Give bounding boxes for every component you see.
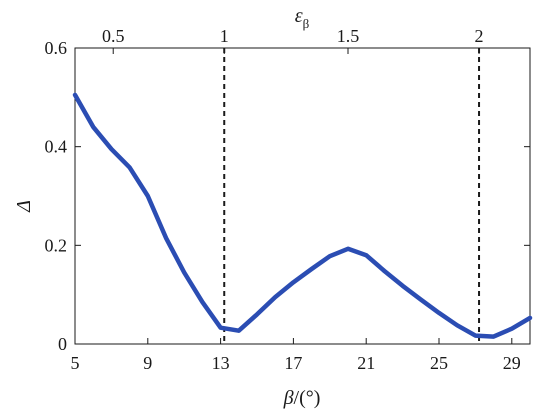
y-axis-ticks: 0 0.2 0.4 0.6 — [45, 38, 530, 354]
x-tick-label: 9 — [143, 353, 152, 373]
x-tick-label: 13 — [212, 353, 230, 373]
top-tick-label: 1 — [220, 26, 229, 46]
top-axis-label-symbol: ε — [295, 5, 303, 27]
x-axis-ticks: 5 9 13 17 21 25 29 — [71, 338, 521, 373]
y-tick-label: 0.2 — [45, 235, 68, 255]
series-line-0 — [72, 92, 533, 339]
top-axis-label: εβ — [295, 5, 310, 31]
top-tick-label: 0.5 — [102, 26, 125, 46]
x-axis-label-symbol: β — [283, 387, 294, 409]
y-tick-label: 0 — [58, 334, 67, 354]
y-tick-label: 0.6 — [45, 38, 68, 58]
y-axis-label: Δ — [13, 200, 35, 213]
x-tick-label: 21 — [357, 353, 375, 373]
top-axis-label-subscript: β — [303, 16, 310, 31]
x-tick-label: 17 — [284, 353, 302, 373]
x-axis-label: β/(°) — [283, 387, 321, 409]
x-axis-label-unit: /(°) — [294, 387, 321, 409]
top-axis-ticks: 0.5 1 1.5 2 — [102, 26, 484, 54]
reference-lines — [223, 48, 481, 344]
plot-frame — [74, 47, 531, 345]
x-tick-label: 5 — [71, 353, 80, 373]
y-tick-label: 0.4 — [45, 137, 68, 157]
top-tick-label: 1.5 — [337, 26, 360, 46]
series-layer — [72, 92, 533, 339]
x-tick-label: 25 — [430, 353, 448, 373]
top-tick-label: 2 — [475, 26, 484, 46]
x-tick-label: 29 — [503, 353, 521, 373]
